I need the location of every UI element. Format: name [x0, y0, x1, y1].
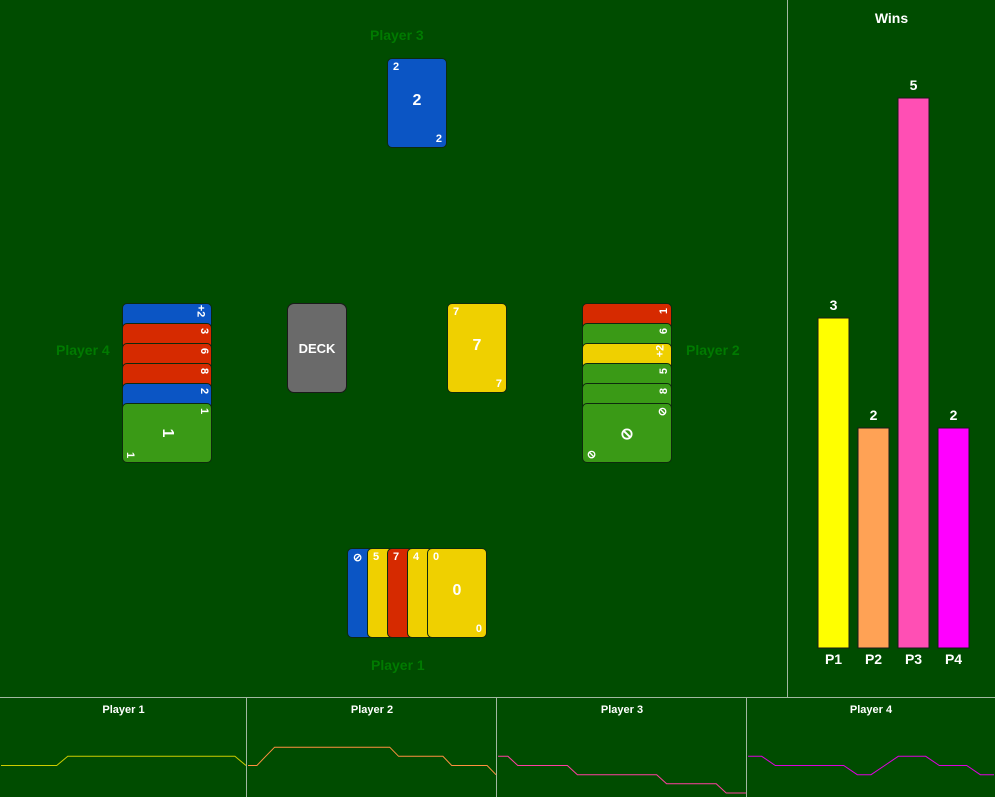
player2-card[interactable]: ⊘ ⊘ ⊘ [582, 403, 672, 463]
player4-card[interactable]: 1 1 1 [122, 403, 212, 463]
wins-value-label: 3 [830, 297, 838, 313]
history-panel-title: Player 4 [849, 704, 893, 716]
card-corner-value: 7 [495, 378, 502, 390]
wins-bar-p4 [937, 427, 970, 649]
wins-value-label: 2 [870, 407, 878, 423]
card-corner-value: 1 [124, 451, 137, 459]
discard-card[interactable]: 7 7 7 [447, 303, 507, 393]
player1-label: Player 1 [371, 657, 425, 673]
wins-value-label: 5 [910, 77, 918, 93]
card-center-value: 0 [452, 582, 462, 599]
card-corner-value: ⊘ [656, 406, 669, 417]
card-corner-value: +2 [194, 304, 207, 318]
card-corner-value: 0 [475, 623, 482, 635]
wins-title: Wins [874, 10, 909, 26]
wins-bar-p2 [857, 427, 890, 649]
card-corner-value: +2 [654, 344, 667, 358]
player2-label: Player 2 [686, 342, 740, 358]
wins-sidebar: Wins 3 P1 2 P2 5 P3 2 P4 [787, 0, 995, 697]
wins-bar-chart: 3 P1 2 P2 5 P3 2 P4 [817, 77, 970, 667]
history-panel-player3: Player 3 [497, 698, 747, 797]
wins-bar-p3 [897, 97, 930, 649]
card-center-value: ⊘ [619, 427, 636, 441]
history-panel-player2: Player 2 [247, 698, 497, 797]
card-center-value: 7 [472, 337, 482, 354]
wins-category-label: P2 [865, 651, 882, 667]
card-corner-value: 1 [197, 407, 210, 415]
history-panel-player1: Player 1 [0, 698, 247, 797]
wins-value-label: 2 [950, 407, 958, 423]
card-corner-value: ⊘ [586, 449, 599, 460]
card-corner-value: 2 [393, 61, 400, 73]
card-corner-value: 4 [413, 551, 420, 563]
card-corner-value: 7 [453, 306, 460, 318]
card-corner-value: 5 [657, 367, 670, 375]
history-line [248, 746, 497, 776]
history-panel-title: Player 1 [102, 704, 145, 716]
card-corner-value: 6 [197, 347, 210, 355]
history-line [1, 755, 247, 766]
card-corner-value: 6 [657, 327, 670, 335]
card-center-value: 1 [159, 428, 176, 438]
history-line [498, 755, 746, 794]
panel-separator [746, 698, 747, 797]
history-line [748, 755, 994, 776]
wins-category-label: P3 [905, 651, 922, 667]
card-corner-value: 5 [373, 551, 380, 563]
player3-card[interactable]: 2 2 2 [387, 58, 447, 148]
card-corner-value: 2 [435, 133, 442, 145]
card-corner-value: 8 [657, 387, 670, 395]
card-corner-value: 8 [197, 367, 210, 375]
player3-label: Player 3 [370, 27, 424, 43]
panel-separator [496, 698, 497, 797]
card-corner-value: 3 [197, 327, 210, 335]
player4-label: Player 4 [56, 342, 110, 358]
draw-deck[interactable]: DECK [287, 303, 347, 393]
history-panel-player4: Player 4 [747, 698, 995, 797]
card-corner-value: ⊘ [353, 552, 363, 564]
card-corner-value: 0 [433, 551, 440, 563]
card-corner-value: 1 [657, 307, 670, 315]
history-panels: Player 1 Player 2 Player 3 Player 4 [0, 697, 995, 797]
wins-category-label: P4 [945, 651, 962, 667]
panel-separator [246, 698, 247, 797]
history-panel-title: Player 2 [350, 704, 394, 716]
card-center-value: 2 [412, 92, 422, 109]
player1-card[interactable]: 0 0 0 [427, 548, 487, 638]
wins-category-label: P1 [825, 651, 842, 667]
card-corner-value: 7 [393, 551, 400, 563]
wins-bar-p1 [817, 317, 850, 649]
card-corner-value: 2 [197, 387, 210, 395]
history-panel-title: Player 3 [600, 704, 644, 716]
